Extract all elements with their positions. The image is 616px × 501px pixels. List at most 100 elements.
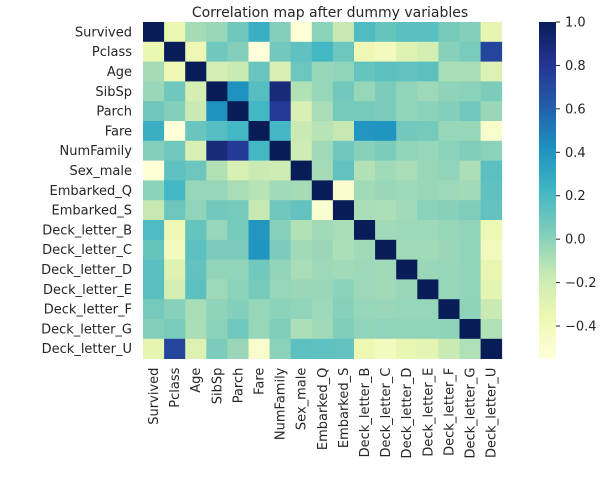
column-tick-label: Embarked_S bbox=[337, 368, 352, 449]
heatmap-cell bbox=[438, 319, 460, 340]
heatmap-cell bbox=[417, 41, 439, 62]
colorbar-tick-label: 0.0 bbox=[565, 233, 586, 248]
heatmap-cell bbox=[143, 180, 165, 201]
heatmap-cell bbox=[143, 101, 165, 122]
heatmap-cell bbox=[290, 81, 313, 102]
heatmap-cell bbox=[227, 61, 249, 82]
heatmap-cell bbox=[311, 319, 334, 340]
heatmap-cell bbox=[438, 101, 460, 122]
heatmap-cell bbox=[143, 299, 165, 320]
heatmap-cell bbox=[480, 22, 503, 43]
heatmap-cell bbox=[248, 140, 270, 161]
heatmap-cell bbox=[396, 121, 418, 142]
heatmap-cell bbox=[438, 140, 460, 161]
heatmap-cell bbox=[311, 299, 334, 320]
heatmap-cell bbox=[206, 259, 228, 280]
heatmap-cell bbox=[311, 338, 334, 359]
row-tick-label: SibSp bbox=[95, 85, 132, 100]
heatmap-cell bbox=[290, 22, 313, 43]
heatmap-cell bbox=[248, 160, 270, 181]
column-tick-label: Deck_letter_F bbox=[442, 368, 457, 456]
heatmap-cell bbox=[248, 299, 270, 320]
heatmap-cell bbox=[269, 180, 292, 201]
heatmap-cell bbox=[438, 160, 460, 181]
heatmap-cell bbox=[332, 41, 355, 62]
heatmap-cell bbox=[227, 239, 249, 260]
heatmap-cell bbox=[354, 160, 376, 181]
row-tick-label: Deck_letter_U bbox=[42, 342, 132, 357]
heatmap-cell bbox=[396, 160, 418, 181]
heatmap-cell bbox=[459, 299, 481, 320]
heatmap-cell bbox=[164, 101, 186, 122]
heatmap-cell bbox=[417, 279, 439, 300]
heatmap-cell bbox=[354, 338, 376, 359]
heatmap-cell bbox=[269, 200, 292, 221]
column-tick-label: Deck_letter_B bbox=[358, 368, 373, 458]
heatmap-cell bbox=[206, 200, 228, 221]
heatmap-cell bbox=[185, 22, 207, 43]
row-tick-label: Deck_letter_G bbox=[41, 322, 132, 337]
column-tick-label: Deck_letter_G bbox=[464, 368, 479, 459]
colorbar-tick-label: 1.0 bbox=[565, 16, 586, 31]
heatmap-cell bbox=[332, 22, 355, 43]
heatmap-cell bbox=[332, 319, 355, 340]
heatmap-cell bbox=[480, 121, 503, 142]
heatmap-cell bbox=[290, 140, 313, 161]
heatmap-cell bbox=[290, 338, 313, 359]
heatmap-cell bbox=[311, 279, 334, 300]
heatmap-cell bbox=[164, 338, 186, 359]
heatmap-cell bbox=[396, 180, 418, 201]
colorbar-tick-label: 0.2 bbox=[565, 189, 586, 204]
column-tick-label: Sex_male bbox=[295, 368, 310, 430]
row-tick-label: Embarked_S bbox=[51, 204, 132, 219]
heatmap-cell bbox=[290, 220, 313, 241]
heatmap-cell bbox=[269, 61, 292, 82]
column-tick-label: Deck_letter_D bbox=[400, 368, 415, 459]
heatmap-cell bbox=[227, 121, 249, 142]
heatmap-cell bbox=[164, 22, 186, 43]
column-tick-label: Pclass bbox=[168, 367, 183, 407]
heatmap-cell bbox=[164, 319, 186, 340]
heatmap-cell bbox=[354, 140, 376, 161]
heatmap-cell bbox=[396, 299, 418, 320]
heatmap-cell bbox=[354, 319, 376, 340]
heatmap-cell bbox=[332, 299, 355, 320]
row-tick-label: Pclass bbox=[92, 45, 132, 60]
heatmap-cells bbox=[143, 22, 503, 359]
heatmap-cell bbox=[375, 81, 397, 102]
colorbar-tick-label: −0.4 bbox=[565, 320, 597, 335]
heatmap-cell bbox=[332, 338, 355, 359]
heatmap-cell bbox=[332, 180, 355, 201]
heatmap-cell bbox=[311, 41, 334, 62]
heatmap-cell bbox=[375, 319, 397, 340]
heatmap-cell bbox=[354, 101, 376, 122]
row-tick-label: Deck_letter_B bbox=[42, 223, 132, 238]
heatmap-cell bbox=[332, 121, 355, 142]
heatmap-cell bbox=[290, 61, 313, 82]
heatmap-cell bbox=[459, 101, 481, 122]
heatmap-cell bbox=[332, 160, 355, 181]
heatmap-cell bbox=[143, 279, 165, 300]
heatmap-cell bbox=[143, 81, 165, 102]
heatmap-cell bbox=[185, 220, 207, 241]
heatmap-cell bbox=[143, 239, 165, 260]
heatmap-cell bbox=[143, 140, 165, 161]
heatmap-cell bbox=[438, 81, 460, 102]
heatmap-cell bbox=[396, 338, 418, 359]
column-tick-label: Age bbox=[189, 368, 204, 393]
heatmap-cell bbox=[143, 220, 165, 241]
heatmap-cell bbox=[248, 180, 270, 201]
heatmap-cell bbox=[311, 140, 334, 161]
row-tick-label: Survived bbox=[75, 25, 132, 40]
heatmap-cell bbox=[375, 239, 397, 260]
heatmap-cell bbox=[459, 160, 481, 181]
heatmap-cell bbox=[459, 61, 481, 82]
heatmap-cell bbox=[480, 81, 503, 102]
heatmap-cell bbox=[269, 299, 292, 320]
heatmap-cell bbox=[185, 279, 207, 300]
heatmap-cell bbox=[438, 338, 460, 359]
heatmap-cell bbox=[164, 180, 186, 201]
row-tick-label: Sex_male bbox=[70, 164, 132, 179]
chart-title: Correlation map after dummy variables bbox=[192, 5, 468, 21]
